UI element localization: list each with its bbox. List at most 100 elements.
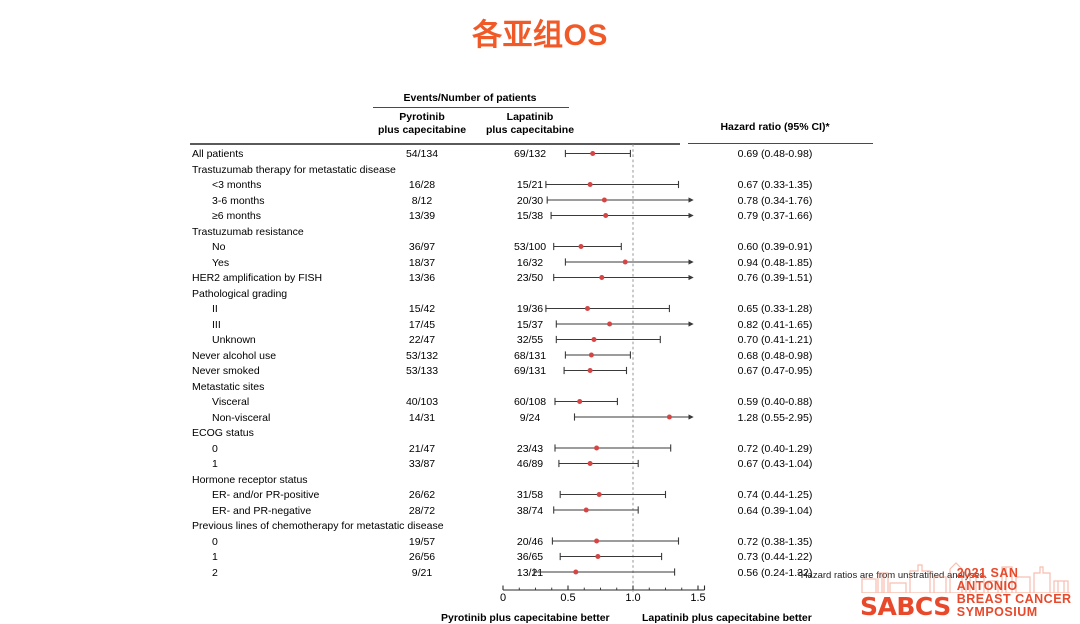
cell-hazard-ratio: 0.70 (0.41-1.21) — [737, 334, 813, 346]
cell-lapatinib-events: 15/37 — [516, 318, 544, 331]
table-row: Never alcohol use 53/132 68/131 0.68 (0.48-… — [190, 348, 890, 364]
table-row: All patients 54/134 69/132 0.69 (0.48-0.98) — [190, 146, 890, 162]
subgroup-label: Unknown — [212, 334, 256, 346]
subgroup-label: Visceral — [212, 396, 250, 408]
column-header-pyrotinib-line2: plus capecitabine — [377, 123, 467, 136]
cell-pyrotinib-events: 28/72 — [408, 504, 436, 517]
direction-label-right: Lapatinib plus capecitabine better — [642, 612, 812, 624]
subgroup-label: 3-6 months — [212, 194, 265, 207]
table-row: ≥6 months 13/39 15/38 0.79 (0.37-1.66) — [190, 208, 890, 224]
cell-lapatinib-events: 53/100 — [513, 241, 547, 253]
sabcs-wordmark: SABCS — [860, 592, 951, 621]
cell-pyrotinib-events: 19/57 — [408, 535, 436, 548]
cell-pyrotinib-events: 33/87 — [408, 458, 436, 470]
subgroup-label: 1 — [212, 458, 218, 470]
events-group-header: Events/Number of patients — [403, 92, 537, 104]
cell-pyrotinib-events: 54/134 — [405, 148, 439, 160]
subgroup-heading: ECOG status — [192, 427, 254, 439]
column-header-pyrotinib-line1: Pyrotinib — [399, 111, 445, 123]
cell-hazard-ratio: 0.67 (0.47-0.95) — [737, 365, 813, 377]
subgroup-label: III — [212, 318, 221, 331]
cell-lapatinib-events: 36/65 — [516, 551, 544, 563]
subgroup-label: Yes — [212, 256, 230, 269]
subgroup-label: ≥6 months — [212, 210, 261, 222]
cell-hazard-ratio: 0.94 (0.48-1.85) — [737, 256, 813, 269]
table-row: HER2 amplification by FISH 13/36 23/50 0.76… — [190, 270, 890, 286]
cell-hazard-ratio: 0.73 (0.44-1.22) — [737, 551, 813, 563]
table-row: II 15/42 19/36 0.65 (0.33-1.28) — [190, 301, 890, 317]
x-axis-line — [502, 585, 706, 591]
cell-hazard-ratio: 0.67 (0.43-1.04) — [737, 458, 813, 470]
cell-lapatinib-events: 13/21 — [516, 566, 544, 579]
subgroup-label: 2 — [212, 566, 218, 579]
cell-hazard-ratio: 0.64 (0.39-1.04) — [737, 504, 813, 517]
table-row: 3-6 months 8/12 20/30 0.78 (0.34-1.76) — [190, 193, 890, 209]
cell-lapatinib-events: 69/132 — [513, 148, 547, 160]
table-row: ER- and/or PR-positive 26/62 31/58 0.74 (0.… — [190, 487, 890, 503]
cell-pyrotinib-events: 53/133 — [405, 365, 439, 377]
sabcs-logo: SABCS 2021 SAN ANTONIO BREAST CANCER SYM… — [856, 561, 1074, 621]
forest-plot-figure: Events/Number of patients Pyrotinib plus… — [190, 92, 890, 624]
table-row: ER- and PR-negative 28/72 38/74 0.64 (0.39-… — [190, 503, 890, 519]
x-axis-tick-label: 1.0 — [625, 592, 641, 604]
subgroup-label: No — [212, 241, 226, 253]
subgroup-label: Never smoked — [192, 365, 260, 377]
cell-hazard-ratio: 0.67 (0.33-1.35) — [737, 179, 813, 191]
cell-pyrotinib-events: 13/39 — [408, 210, 436, 222]
table-row: Pathological grading — [190, 286, 890, 302]
cell-pyrotinib-events: 14/31 — [408, 411, 436, 424]
column-header-lapatinib: Lapatinib plus capecitabine — [475, 111, 585, 136]
cell-pyrotinib-events: 18/37 — [408, 256, 436, 269]
cell-hazard-ratio: 0.56 (0.24-1.32) — [737, 566, 813, 579]
cell-hazard-ratio: 1.28 (0.55-2.95) — [737, 411, 813, 424]
cell-hazard-ratio: 0.65 (0.33-1.28) — [737, 303, 813, 315]
table-top-rule — [190, 143, 680, 145]
subgroup-heading: Trastuzumab therapy for metastatic disea… — [192, 163, 396, 176]
table-row: Trastuzumab therapy for metastatic disea… — [190, 162, 890, 178]
cell-lapatinib-events: 46/89 — [516, 458, 544, 470]
cell-pyrotinib-events: 26/62 — [408, 489, 436, 501]
cell-lapatinib-events: 9/24 — [519, 411, 541, 424]
table-row: Unknown 22/47 32/55 0.70 (0.41-1.21) — [190, 332, 890, 348]
table-row: 0 19/57 20/46 0.72 (0.38-1.35) — [190, 534, 890, 550]
cell-lapatinib-events: 60/108 — [513, 396, 547, 408]
column-header-hazard-ratio: Hazard ratio (95% CI)* — [720, 121, 830, 133]
table-row: <3 months 16/28 15/21 0.67 (0.33-1.35) — [190, 177, 890, 193]
cell-lapatinib-events: 20/30 — [516, 194, 544, 207]
subgroup-label: 0 — [212, 442, 218, 455]
cell-lapatinib-events: 23/50 — [516, 272, 544, 284]
table-row: 1 26/56 36/65 0.73 (0.44-1.22) — [190, 549, 890, 565]
cell-hazard-ratio: 0.59 (0.40-0.88) — [737, 396, 813, 408]
table-row: ECOG status — [190, 425, 890, 441]
cell-hazard-ratio: 0.79 (0.37-1.66) — [737, 210, 813, 222]
cell-lapatinib-events: 69/131 — [513, 365, 547, 377]
subgroup-label: HER2 amplification by FISH — [192, 272, 323, 284]
subgroup-label: Never alcohol use — [192, 349, 277, 362]
cell-hazard-ratio: 0.76 (0.39-1.51) — [737, 272, 813, 284]
cell-pyrotinib-events: 36/97 — [408, 241, 436, 253]
cell-lapatinib-events: 23/43 — [516, 442, 544, 455]
subgroup-label: ER- and PR-negative — [212, 504, 312, 517]
cell-lapatinib-events: 15/38 — [516, 210, 544, 222]
events-header-rule — [373, 107, 569, 108]
cell-pyrotinib-events: 17/45 — [408, 318, 436, 331]
table-row: Previous lines of chemotherapy for metas… — [190, 518, 890, 534]
table-row: 2 9/21 13/21 0.56 (0.24-1.32) — [190, 565, 890, 581]
subgroup-label: Non-visceral — [212, 411, 271, 424]
cell-lapatinib-events: 68/131 — [513, 349, 547, 362]
sabcs-subtitle: 2021 SAN ANTONIO BREAST CANCER SYMPOSIUM — [957, 567, 1074, 619]
footnote: *Hazard ratios are from unstratified ana… — [797, 570, 988, 581]
subgroup-label: II — [212, 303, 218, 315]
table-row: No 36/97 53/100 0.60 (0.39-0.91) — [190, 239, 890, 255]
sabcs-subtitle-line2: BREAST CANCER SYMPOSIUM — [956, 592, 1072, 619]
subgroup-label: 0 — [212, 535, 218, 548]
table-row: Non-visceral 14/31 9/24 1.28 (0.55-2.95) — [190, 410, 890, 426]
table-row: 0 21/47 23/43 0.72 (0.40-1.29) — [190, 441, 890, 457]
cell-hazard-ratio: 0.68 (0.48-0.98) — [737, 349, 813, 362]
cell-hazard-ratio: 0.74 (0.44-1.25) — [737, 489, 813, 501]
table-row: Never smoked 53/133 69/131 0.67 (0.47-0.95) — [190, 363, 890, 379]
cell-pyrotinib-events: 22/47 — [408, 334, 436, 346]
x-axis-tick-label: 0 — [499, 592, 507, 604]
column-header-lapatinib-line2: plus capecitabine — [485, 123, 575, 136]
cell-hazard-ratio: 0.69 (0.48-0.98) — [737, 148, 813, 160]
